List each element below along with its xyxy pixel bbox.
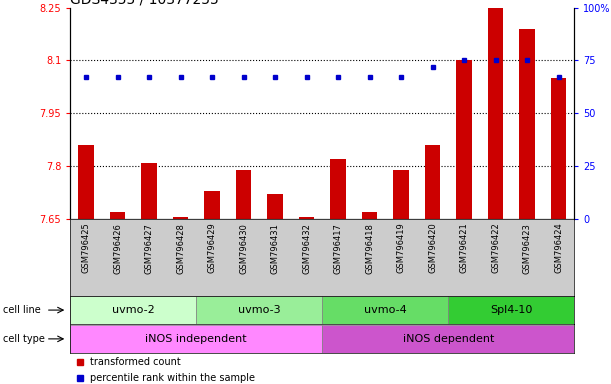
Text: cell type: cell type [3, 334, 45, 344]
Bar [299, 217, 315, 219]
Bar [78, 145, 94, 219]
Bar [173, 217, 188, 219]
Text: uvmo-4: uvmo-4 [364, 305, 407, 315]
Bar [456, 61, 472, 219]
Text: GSM796421: GSM796421 [459, 223, 469, 273]
Bar [323, 296, 448, 324]
Text: transformed count: transformed count [90, 358, 181, 367]
Bar [425, 145, 441, 219]
Text: GSM796424: GSM796424 [554, 223, 563, 273]
Bar [196, 296, 323, 324]
Bar [488, 8, 503, 219]
Bar [141, 162, 157, 219]
Bar [393, 170, 409, 219]
Text: GSM796418: GSM796418 [365, 223, 374, 273]
Text: cell line: cell line [3, 305, 41, 315]
Bar [109, 212, 125, 219]
Text: uvmo-2: uvmo-2 [112, 305, 155, 315]
Text: GSM796431: GSM796431 [271, 223, 280, 273]
Bar [551, 78, 566, 219]
Text: GSM796422: GSM796422 [491, 223, 500, 273]
Text: GSM796428: GSM796428 [176, 223, 185, 273]
Text: iNOS dependent: iNOS dependent [403, 334, 494, 344]
Bar [448, 296, 574, 324]
Bar [323, 325, 574, 353]
Text: Spl4-10: Spl4-10 [490, 305, 533, 315]
Bar [236, 170, 251, 219]
Text: GSM796420: GSM796420 [428, 223, 437, 273]
Bar [267, 194, 283, 219]
Bar [204, 191, 220, 219]
Text: GSM796419: GSM796419 [397, 223, 406, 273]
Text: GSM796417: GSM796417 [334, 223, 343, 273]
Text: GSM796425: GSM796425 [81, 223, 90, 273]
Bar [330, 159, 346, 219]
Text: GSM796429: GSM796429 [208, 223, 216, 273]
Bar [70, 296, 196, 324]
Bar [362, 212, 378, 219]
Text: uvmo-3: uvmo-3 [238, 305, 280, 315]
Bar [70, 325, 323, 353]
Text: GSM796426: GSM796426 [113, 223, 122, 273]
Text: GSM796423: GSM796423 [522, 223, 532, 273]
Text: GSM796427: GSM796427 [145, 223, 153, 273]
Text: percentile rank within the sample: percentile rank within the sample [90, 373, 255, 383]
Text: GSM796432: GSM796432 [302, 223, 311, 273]
Text: GSM796430: GSM796430 [239, 223, 248, 273]
Bar [519, 29, 535, 219]
Text: iNOS independent: iNOS independent [145, 334, 247, 344]
Text: GDS4355 / 10377255: GDS4355 / 10377255 [70, 0, 219, 7]
